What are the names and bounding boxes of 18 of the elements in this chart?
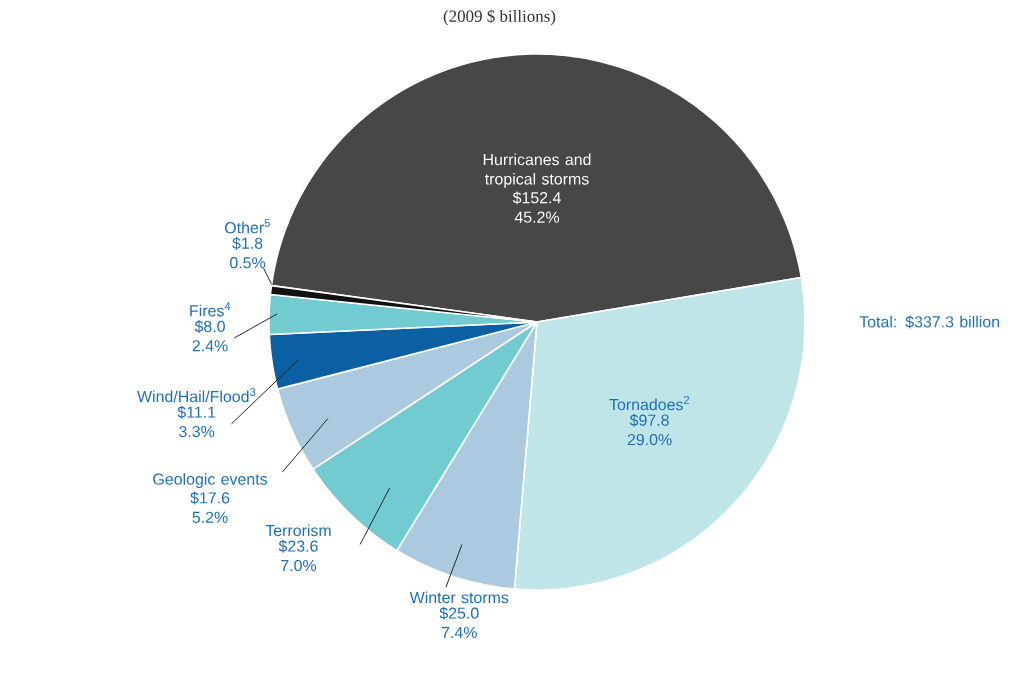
slice-label: Tornadoes$^{2}$ [609,396,690,411]
slice-label: Geologic events [153,473,268,488]
slice-label: Terrorism [265,524,331,537]
slice-label: Hurricanes and tropical storms [483,153,591,188]
slice-label: Other$^{5}$ [225,219,270,234]
data-label: $8.0 2.4% [192,320,228,352]
data-label: $25.0 7.4% [439,606,479,639]
slice-label: Wind/Hail/Flood$^{3}$ [137,388,256,403]
slice-label: Fires$^{4}$ [190,302,231,317]
data-label: $17.6 5.2% [190,491,230,523]
text: Total: $337.3 billion [859,315,1000,329]
data-label: $11.1 3.3% [177,405,216,438]
slice-label: Winter storms [409,591,509,604]
chart-title: (2009 $ billions) [443,9,556,26]
data-label: $23.6 7.0% [278,539,318,572]
data-label: $97.8 29.0% [627,413,672,446]
data-label: $1.8 0.5% [230,236,266,269]
data-label: $152.4 45.2% [512,191,561,223]
